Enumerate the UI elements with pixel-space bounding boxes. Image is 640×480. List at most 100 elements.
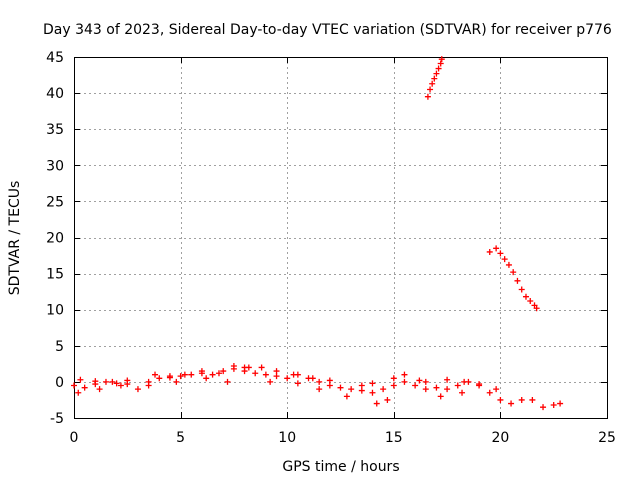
data-point	[486, 248, 493, 255]
data-point	[427, 86, 434, 93]
data-point	[173, 378, 180, 385]
data-point	[501, 256, 508, 263]
data-point	[433, 70, 440, 77]
series-2	[77, 363, 483, 389]
data-points	[71, 56, 564, 411]
data-point	[401, 371, 408, 378]
series-4	[424, 56, 445, 100]
data-point	[75, 389, 82, 396]
data-point	[497, 250, 504, 257]
data-point	[522, 293, 529, 300]
data-point	[557, 400, 564, 407]
data-point	[81, 384, 88, 391]
y-tick-label: 15	[46, 267, 64, 283]
x-tick-label: 20	[491, 430, 509, 446]
y-tick-label: -5	[50, 411, 64, 427]
data-point	[518, 286, 525, 293]
y-tick-label: 20	[46, 231, 64, 247]
data-point	[252, 370, 259, 377]
chart-title: Day 343 of 2023, Sidereal Day-to-day VTE…	[43, 22, 612, 38]
data-point	[533, 305, 540, 312]
data-point	[267, 378, 274, 385]
series-5	[486, 245, 540, 312]
data-point	[437, 60, 444, 67]
data-point	[435, 65, 442, 72]
data-point	[540, 404, 547, 411]
y-tick-label: 40	[46, 86, 64, 102]
data-point	[348, 386, 355, 393]
data-point	[416, 377, 423, 384]
data-point	[529, 396, 536, 403]
series-1	[71, 364, 564, 411]
x-tick-label: 25	[598, 430, 616, 446]
y-tick-label: 35	[46, 122, 64, 138]
data-point	[156, 375, 163, 382]
data-point	[444, 386, 451, 393]
data-point	[527, 298, 534, 305]
data-point	[412, 382, 419, 389]
x-tick-label: 0	[70, 430, 79, 446]
data-point	[166, 373, 173, 380]
data-point	[433, 384, 440, 391]
data-point	[294, 380, 301, 387]
data-point	[486, 389, 493, 396]
data-point	[493, 386, 500, 393]
data-point	[241, 368, 248, 375]
data-point	[510, 269, 517, 276]
data-point	[373, 400, 380, 407]
data-point	[309, 375, 316, 382]
data-point	[117, 382, 124, 389]
y-tick-label: 0	[55, 375, 64, 391]
grid	[74, 57, 607, 418]
data-point	[369, 380, 376, 387]
x-axis-ticks: 0 5 10 15 20 25	[70, 57, 616, 446]
data-point	[145, 382, 152, 389]
data-point	[245, 364, 252, 371]
data-point	[124, 377, 131, 384]
data-point	[316, 386, 323, 393]
y-tick-label: 30	[46, 158, 64, 174]
y-axis-ticks: -5 0 5 10 15 20 25 30 35 40 45	[46, 50, 607, 427]
data-point	[401, 378, 408, 385]
data-point	[550, 402, 557, 409]
data-point	[422, 378, 429, 385]
data-point	[476, 382, 483, 389]
data-point	[224, 378, 231, 385]
data-point	[215, 370, 222, 377]
data-point	[96, 386, 103, 393]
data-point	[113, 380, 120, 387]
data-point	[134, 386, 141, 393]
data-point	[71, 382, 77, 389]
data-point	[422, 386, 429, 393]
data-point	[109, 378, 116, 385]
data-point	[316, 378, 323, 385]
y-tick-label: 10	[46, 303, 64, 319]
data-point	[380, 386, 387, 393]
data-point	[437, 393, 444, 400]
y-tick-label: 45	[46, 50, 64, 66]
data-point	[284, 375, 291, 382]
data-point	[177, 373, 184, 380]
data-point	[461, 378, 468, 385]
data-point	[497, 396, 504, 403]
series-3	[75, 368, 500, 407]
data-point	[198, 368, 205, 375]
data-point	[390, 382, 397, 389]
y-tick-label: 5	[55, 339, 64, 355]
data-point	[358, 382, 365, 389]
data-point	[203, 375, 210, 382]
data-point	[152, 371, 159, 378]
data-point	[77, 376, 84, 383]
data-point	[343, 393, 350, 400]
data-point	[337, 384, 344, 391]
data-point	[424, 93, 431, 100]
data-point	[326, 377, 333, 384]
data-point	[294, 371, 301, 378]
data-point	[181, 371, 188, 378]
data-point	[102, 378, 109, 385]
x-tick-label: 10	[278, 430, 296, 446]
data-point	[429, 80, 436, 87]
data-point	[262, 371, 269, 378]
data-point	[230, 363, 237, 370]
